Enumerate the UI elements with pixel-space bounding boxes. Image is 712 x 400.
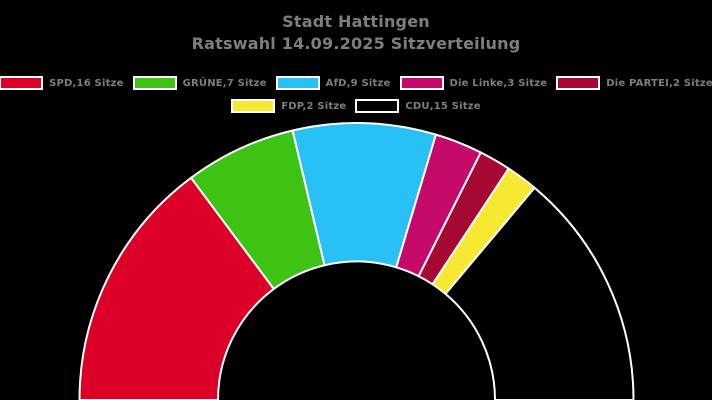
legend-item-FDP: FDP,2 Sitze bbox=[231, 99, 346, 113]
chart-subtitle: Ratswahl 14.09.2025 Sitzverteilung bbox=[191, 34, 521, 53]
legend-swatch-CDU bbox=[355, 99, 400, 113]
legend-label-Die PARTEI: Die PARTEI,2 Sitze bbox=[606, 77, 712, 89]
legend-swatch-AfD bbox=[275, 76, 320, 90]
legend-item-Die PARTEI: Die PARTEI,2 Sitze bbox=[556, 76, 712, 90]
legend-swatch-GRÜNE bbox=[132, 76, 177, 90]
legend-label-GRÜNE: GRÜNE,7 Sitze bbox=[182, 77, 267, 89]
legend-label-SPD: SPD,16 Sitze bbox=[49, 77, 124, 89]
legend-row-2: FDP,2 Sitze CDU,15 Sitze bbox=[231, 99, 481, 113]
wedge-SPD bbox=[78, 176, 275, 400]
legend-row-1: SPD,16 Sitze GRÜNE,7 Sitze AfD,9 Sitze Die … bbox=[0, 76, 712, 90]
legend-label-Die Linke: Die Linke,3 Sitze bbox=[449, 77, 548, 89]
legend-label-AfD: AfD,9 Sitze bbox=[325, 77, 391, 89]
chart-title-block: Stadt Hattingen Ratswahl 14.09.2025 Sitz… bbox=[0, 11, 712, 55]
legend-item-Die Linke: Die Linke,3 Sitze bbox=[399, 76, 548, 90]
legend-swatch-Die PARTEI bbox=[556, 76, 601, 90]
legend-item-GRÜNE: GRÜNE,7 Sitze bbox=[132, 76, 267, 90]
legend-swatch-Die Linke bbox=[399, 76, 444, 90]
legend-swatch-FDP bbox=[231, 99, 276, 113]
legend-label-CDU: CDU,15 Sitze bbox=[405, 100, 481, 112]
legend-item-CDU: CDU,15 Sitze bbox=[355, 99, 481, 113]
legend-item-AfD: AfD,9 Sitze bbox=[275, 76, 391, 90]
chart-title: Stadt Hattingen bbox=[282, 12, 430, 31]
wedge-CDU bbox=[444, 186, 635, 400]
legend-item-SPD: SPD,16 Sitze bbox=[0, 76, 124, 90]
legend-swatch-SPD bbox=[0, 76, 44, 90]
chart-legend: SPD,16 Sitze GRÜNE,7 Sitze AfD,9 Sitze Die … bbox=[0, 76, 712, 113]
legend-label-FDP: FDP,2 Sitze bbox=[281, 100, 347, 112]
